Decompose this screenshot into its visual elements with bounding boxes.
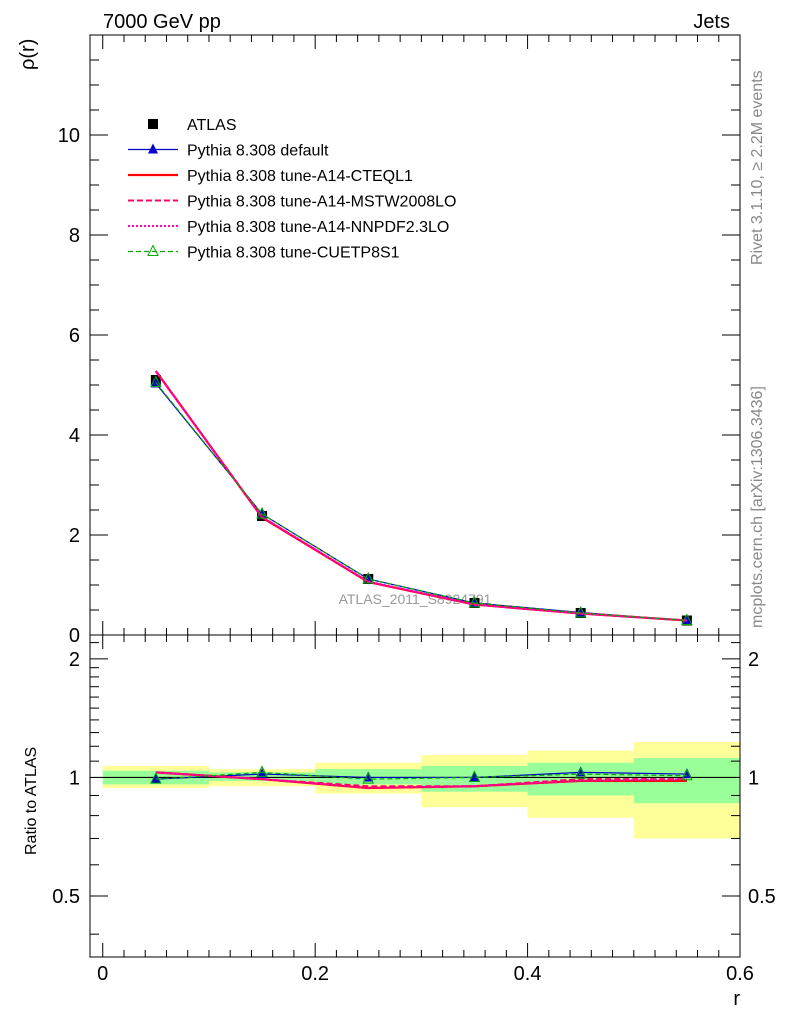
ratio-series-4-point (468, 770, 481, 782)
ratio-series-0-point (150, 773, 161, 784)
ratio-series-line-4 (155, 771, 687, 780)
main-y-tick-label: 8 (69, 225, 80, 247)
header-left: 7000 GeV pp (103, 11, 221, 33)
main-series-5-point (468, 595, 481, 608)
legend-label-4: Pythia 8.308 tune-A14-NNPDF2.3LO (187, 219, 449, 236)
main-series-5-point (574, 605, 587, 618)
x-axis-title: r (733, 988, 740, 1010)
ratio-y-tick-label-left: 1 (69, 767, 80, 789)
ratio-y-axis-title: Ratio to ATLAS (23, 747, 40, 855)
ratio-series-4-point (681, 768, 693, 781)
main-y-tick-label: 0 (69, 625, 80, 647)
ratio-series-line-3 (155, 771, 687, 790)
ratio-y-tick-label-right: 2 (748, 649, 759, 671)
ratio-y-tick-label-left: 0.5 (52, 886, 80, 908)
main-panel-series (150, 370, 693, 626)
main-series-line-3 (155, 370, 687, 622)
legend-label-0: ATLAS (187, 117, 237, 134)
legend-marker-5 (147, 244, 159, 256)
ratio-panel-series (150, 765, 693, 790)
ratio-y-tick-label-right: 1 (748, 767, 759, 789)
x-tick-label: 0 (97, 963, 108, 985)
main-series-line-5 (155, 382, 687, 622)
legend-label-1: Pythia 8.308 default (187, 143, 329, 160)
ratio-y-tick-label-left: 2 (69, 649, 80, 671)
main-y-tick-label: 2 (69, 525, 80, 547)
ratio-series-line-0 (155, 771, 687, 780)
legend-label-3: Pythia 8.308 tune-A14-MSTW2008LO (187, 194, 456, 211)
ratio-panel-axes: 0 0.2 0.4 0.6 0.5 0.5 1 1 2 2 (52, 634, 776, 985)
ratio-series-line-2 (155, 771, 687, 788)
legend-label-2: Pythia 8.308 tune-A14-CTEQL1 (187, 168, 413, 185)
main-panel-axes: 0 2 4 6 8 10 (58, 34, 741, 647)
main-y-tick-label: 10 (58, 125, 80, 147)
main-series-5-point (150, 375, 162, 387)
main-series-line-1 (155, 383, 687, 622)
ratio-series-4-point (574, 766, 587, 779)
analysis-watermark: ATLAS_2011_S8924791 (339, 591, 492, 607)
main-y-axis-title: ρ(r) (17, 39, 39, 70)
mcplots-source-label: mcplots.cern.ch [arXiv:1306.3436] (749, 386, 766, 628)
legend-label-5: Pythia 8.308 tune-CUETP8S1 (187, 245, 400, 262)
main-series-5-point (362, 571, 375, 584)
ratio-y-tick-label-right: 0.5 (748, 886, 776, 908)
ratio-uncertainty-bands (102, 742, 740, 839)
ratio-series-0-point (257, 768, 268, 779)
legend-marker-1 (148, 143, 158, 154)
main-series-line-4 (155, 370, 687, 622)
legend: ATLAS Pythia 8.308 default Pythia 8.308 tu… (128, 117, 456, 262)
ratio-frame (89, 634, 741, 958)
rivet-version-label: Rivet 3.1.10, ≥ 2.2M events (749, 70, 766, 265)
main-y-tick-label: 4 (69, 425, 80, 447)
ratio-series-4-point (256, 765, 268, 777)
main-series-5-point (681, 613, 693, 625)
main-series-5-point (256, 506, 268, 519)
ratio-series-4-point (362, 772, 375, 784)
x-tick-label: 0.2 (301, 963, 329, 985)
ratio-series-4-point (150, 772, 162, 784)
legend-marker-0 (148, 119, 158, 129)
ratio-series-0-point (469, 771, 480, 782)
x-tick-label: 0.4 (514, 963, 542, 985)
x-tick-label: 0.6 (726, 963, 754, 985)
main-y-tick-label: 6 (69, 325, 80, 347)
header-right: Jets (693, 11, 730, 33)
main-series-line-2 (154, 370, 687, 622)
